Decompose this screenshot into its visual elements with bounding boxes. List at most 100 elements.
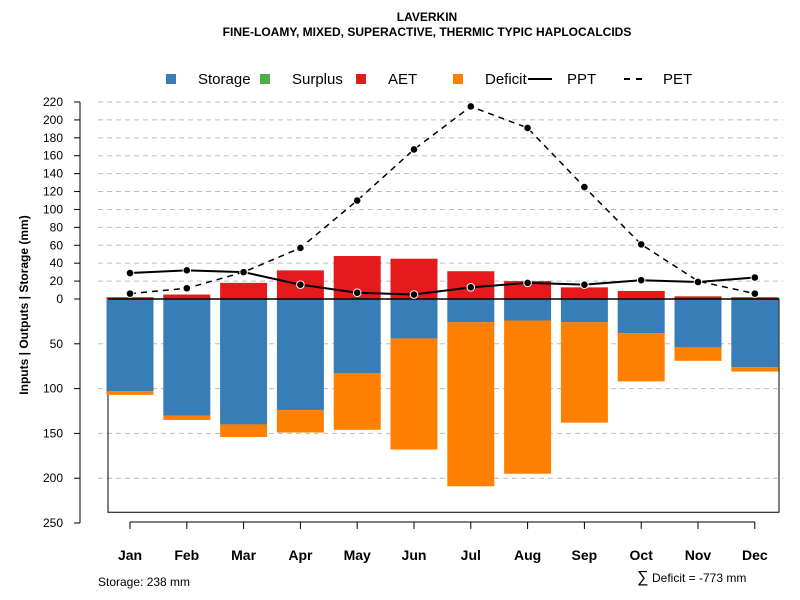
- ppt-point: [125, 268, 135, 278]
- deficit-bar: [276, 410, 324, 433]
- lines: [125, 102, 760, 299]
- storage-bar: [731, 299, 779, 368]
- pet-point: [409, 145, 419, 154]
- legend-swatch: [260, 74, 270, 84]
- deficit-bar: [447, 322, 495, 487]
- y-tick-label: 250: [43, 516, 63, 530]
- storage-bar: [674, 299, 722, 348]
- legend-label: Deficit: [485, 71, 528, 88]
- aet-bar: [163, 294, 211, 299]
- x-tick-label: Feb: [174, 547, 199, 563]
- legend-swatch: [356, 74, 366, 84]
- legend-swatch: [166, 74, 176, 84]
- ppt-point: [580, 280, 589, 289]
- y-tick-label: 180: [43, 131, 63, 145]
- ppt-point: [636, 275, 646, 285]
- y-axis: 2202001801601401201008060402005010015020…: [43, 95, 81, 530]
- ppt-line: [129, 269, 755, 296]
- ppt-point: [693, 277, 703, 287]
- grid-lines: [98, 101, 783, 479]
- deficit-footer: Deficit = -773 mm: [652, 571, 746, 585]
- storage-bar: [560, 299, 608, 323]
- storage-footer: Storage: 238 mm: [98, 575, 190, 589]
- aet-bar: [504, 281, 552, 299]
- x-tick-label: Oct: [630, 547, 654, 563]
- legend-label: AET: [388, 71, 417, 88]
- pet-point: [125, 289, 135, 298]
- ppt-point: [296, 280, 305, 289]
- storage-bar: [163, 299, 211, 416]
- y-tick-label: 40: [50, 256, 64, 270]
- y-tick-label: 160: [43, 149, 63, 163]
- legend-swatch: [453, 74, 463, 84]
- deficit-bar: [674, 347, 722, 361]
- legend-label: PPT: [567, 71, 596, 88]
- pet-line: [129, 105, 755, 295]
- y-tick-label: 100: [43, 202, 63, 216]
- y-tick-label: 120: [43, 185, 63, 199]
- storage-bar: [220, 299, 268, 425]
- x-tick-label: Dec: [742, 547, 768, 563]
- ppt-point: [409, 290, 419, 299]
- pet-point: [580, 182, 589, 192]
- legend: Storage Surplus AET Deficit PPT PET: [166, 71, 692, 88]
- aet-bar: [106, 297, 154, 299]
- x-tick-label: Nov: [685, 547, 712, 563]
- deficit-bar: [106, 391, 154, 395]
- storage-bar: [333, 299, 381, 374]
- deficit-bar: [390, 338, 438, 450]
- deficit-bar: [504, 320, 552, 474]
- y-tick-label: 60: [50, 238, 64, 252]
- y-tick-label: 50: [50, 337, 64, 351]
- sum-icon: ∑: [637, 569, 648, 586]
- y-tick-label: 80: [50, 220, 64, 234]
- x-tick-label: Aug: [514, 547, 541, 563]
- pet-point: [296, 243, 305, 253]
- pet-point: [466, 102, 476, 111]
- pet-point: [182, 283, 192, 293]
- storage-bar: [390, 299, 438, 339]
- deficit-bar: [333, 373, 381, 430]
- pet-point: [636, 240, 646, 249]
- chart-subtitle: FINE-LOAMY, MIXED, SUPERACTIVE, THERMIC …: [223, 25, 632, 39]
- ppt-point: [352, 288, 362, 298]
- ppt-point: [182, 266, 192, 275]
- legend-label: Storage: [198, 71, 251, 88]
- storage-bar: [106, 299, 154, 392]
- y-tick-label: 140: [43, 167, 63, 181]
- x-tick-label: Jun: [402, 547, 427, 563]
- x-tick-label: Mar: [231, 547, 256, 563]
- deficit-bar: [731, 367, 779, 372]
- y-tick-label: 100: [43, 382, 63, 396]
- chart-title: LAVERKIN: [397, 10, 457, 24]
- aet-bar: [674, 296, 722, 299]
- y-tick-label: 20: [50, 274, 64, 288]
- aet-bar: [617, 290, 665, 299]
- deficit-bar: [617, 333, 665, 382]
- deficit-bar: [220, 424, 268, 437]
- x-tick-label: May: [344, 547, 371, 563]
- storage-bar: [504, 299, 552, 321]
- y-axis-label: Inputs | Outputs | Storage (mm): [17, 215, 31, 394]
- deficit-bar: [560, 322, 608, 423]
- x-tick-label: Sep: [572, 547, 598, 563]
- y-tick-label: 200: [43, 471, 63, 485]
- ppt-point: [523, 278, 532, 288]
- aet-bar: [220, 282, 268, 299]
- ppt-point: [750, 273, 760, 282]
- y-tick-label: 220: [43, 95, 63, 109]
- ppt-point: [239, 267, 248, 277]
- x-axis: Jan Feb Mar Apr May Jun Jul Aug Sep Oct Nov Dec: [118, 521, 768, 563]
- pet-point: [352, 196, 362, 205]
- ppt-point: [466, 283, 476, 292]
- storage-bar: [447, 299, 495, 323]
- deficit-bar: [163, 415, 211, 420]
- x-tick-label: Jul: [461, 547, 481, 563]
- storage-bar: [617, 299, 665, 334]
- pet-point: [750, 289, 760, 298]
- x-tick-label: Apr: [288, 547, 313, 563]
- y-tick-label: 150: [43, 426, 63, 440]
- aet-bar: [560, 287, 608, 299]
- y-tick-label: 0: [56, 292, 63, 306]
